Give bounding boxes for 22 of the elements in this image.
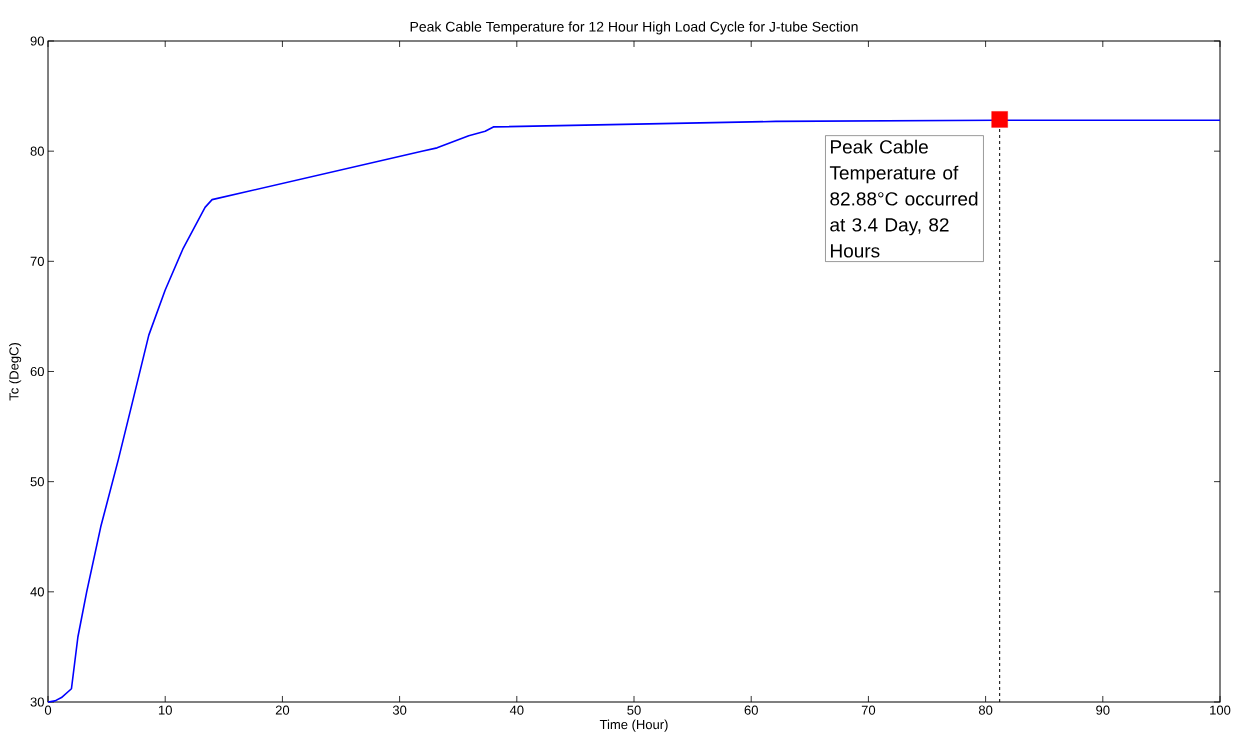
x-tick-label: 50: [627, 705, 641, 715]
x-tick-label: 10: [158, 705, 172, 715]
y-tick-label: 60: [30, 366, 44, 377]
x-tick-label: 20: [275, 705, 290, 715]
x-tick-label: 60: [744, 705, 758, 715]
y-tick-label: 70: [30, 256, 44, 266]
y-axis-title: Tc (DegC): [9, 343, 22, 401]
chart-title: Peak Cable Temperature for 12 Hour High Load Cycle for J-tube Section: [410, 21, 858, 35]
annotation: Peak Cable Temperature of 82.88°C occurred at 3.4 Day, 82 Hours: [829, 139, 978, 258]
y-tick-label: 30: [30, 697, 44, 707]
x-tick-label: 80: [978, 705, 993, 715]
x-tick-label: 90: [1096, 705, 1110, 715]
x-tick-label: 40: [509, 705, 524, 715]
y-tick-label: 50: [30, 477, 44, 487]
y-tick-label: 90: [30, 36, 44, 46]
x-axis-title: Time (Hour): [599, 719, 668, 732]
x-tick-label: 30: [392, 705, 407, 715]
y-tick-label: 40: [30, 587, 44, 597]
x-tick-label: 0: [44, 705, 52, 715]
y-tick-label: 80: [30, 146, 44, 156]
x-tick-label: 100: [1210, 705, 1231, 715]
x-tick-label: 70: [861, 705, 876, 715]
